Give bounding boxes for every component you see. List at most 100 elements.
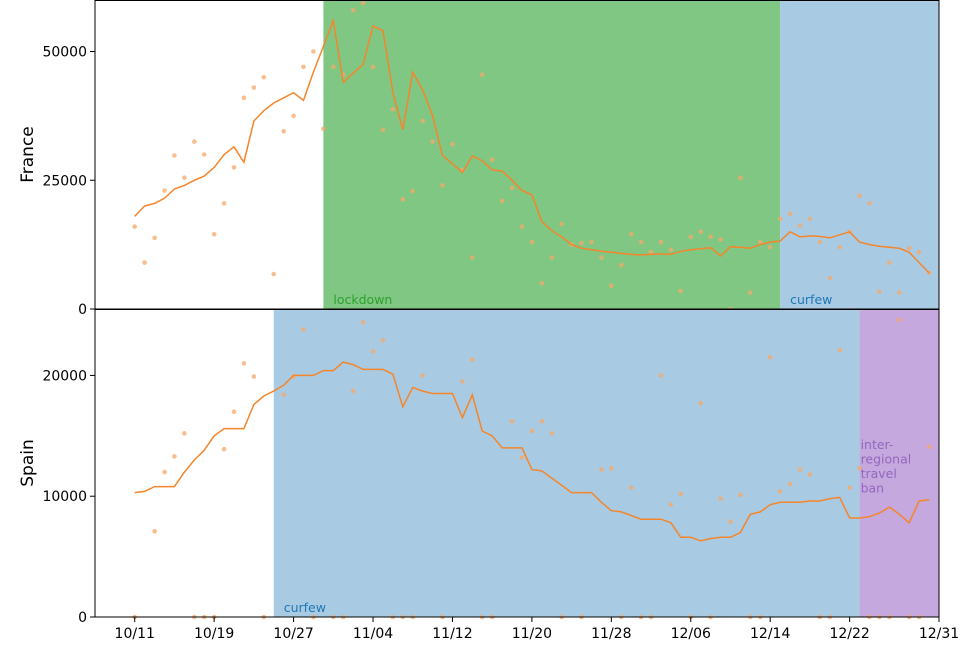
spain-ytick-label: 10000 [42, 489, 87, 505]
spain-point [658, 373, 664, 378]
spain-point [221, 446, 227, 452]
spain-point [251, 374, 257, 379]
spain-region-label-0: curfew [284, 600, 326, 615]
france-y-axis-label: France [18, 126, 38, 183]
spain-axes-frame [94, 309, 940, 618]
spain-point [529, 428, 535, 434]
france-point [678, 288, 684, 294]
xtick-label: 12/31 [919, 626, 959, 642]
france-point [877, 289, 882, 294]
xtick-label: 10/27 [273, 626, 313, 642]
france-point [549, 255, 555, 260]
france-point [321, 126, 326, 132]
france-point [350, 8, 356, 13]
france-point [817, 239, 823, 245]
spain-point [539, 419, 545, 424]
france-point [579, 240, 584, 246]
spain-point [241, 361, 247, 366]
france-point [291, 113, 296, 119]
france-point [450, 141, 455, 147]
spain-point [172, 454, 177, 459]
france-point [360, 0, 366, 6]
xtick-label: 12/22 [829, 626, 869, 642]
france-region-label-0: lockdown [333, 292, 392, 307]
france-point [261, 75, 267, 80]
france-point [470, 255, 475, 260]
france-point [807, 216, 813, 222]
france-point [619, 262, 624, 268]
france-region-1 [780, 0, 939, 309]
france-point [479, 72, 485, 77]
france-point [906, 245, 912, 251]
france-point [897, 290, 902, 295]
france-point [380, 127, 386, 133]
spain-y-axis-label: Spain [18, 439, 38, 487]
france-point [301, 64, 306, 70]
france-ytick-label: 0 [78, 302, 87, 318]
france-point [331, 64, 336, 70]
france-point [271, 271, 277, 277]
france-point [638, 239, 644, 245]
france-point [420, 118, 426, 124]
france-point [182, 175, 187, 180]
spain-point [281, 392, 287, 398]
spain-point [350, 388, 356, 394]
france-point [192, 139, 197, 144]
france-point [668, 247, 674, 253]
france-ytick-label: 50000 [42, 45, 87, 61]
france-point [718, 237, 723, 242]
france-point [777, 216, 783, 222]
france-point [519, 224, 525, 229]
spain-trend-line [134, 361, 930, 542]
france-point [201, 152, 207, 157]
xtick-label: 10/11 [115, 626, 155, 642]
spain-point [797, 467, 803, 472]
france-point [539, 281, 545, 286]
spain-point [182, 431, 187, 436]
france-point [767, 244, 773, 250]
xtick-label: 11/20 [512, 626, 552, 642]
france-point [231, 165, 237, 170]
france-region-0 [323, 0, 781, 309]
xtick-label: 12/14 [750, 626, 790, 642]
spain-point [470, 357, 475, 363]
spain-point [162, 469, 167, 475]
france-ytick-label: 25000 [42, 173, 87, 189]
france-point [370, 64, 376, 70]
france-point [400, 197, 406, 202]
spain-point [847, 485, 852, 491]
france-point [708, 234, 713, 240]
france-point [867, 201, 872, 206]
france-point [787, 211, 793, 216]
france-point [609, 283, 614, 289]
france-point [162, 188, 167, 193]
spain-point [777, 489, 783, 494]
france-point [916, 250, 922, 255]
spain-point [609, 466, 614, 471]
france-point [698, 229, 703, 235]
france-point [410, 188, 416, 194]
spain-point [509, 419, 515, 424]
france-point [688, 234, 694, 240]
spain-point [549, 431, 555, 436]
spain-point [460, 379, 465, 384]
spain-point [301, 327, 306, 332]
france-point [281, 129, 287, 134]
france-point [887, 260, 892, 265]
france-point [142, 260, 147, 265]
france-point [589, 239, 594, 245]
xtick-label: 11/04 [353, 626, 393, 642]
spain-point [628, 485, 634, 491]
france-point [827, 275, 833, 281]
france-point [658, 239, 664, 245]
france-point [132, 224, 137, 229]
spain-point [599, 467, 604, 472]
france-point [251, 85, 257, 90]
spain-point [728, 519, 733, 524]
france-point [758, 239, 763, 245]
spain-region-label-1: inter-regional travel ban [861, 437, 912, 496]
france-point [509, 185, 515, 191]
spain-point [767, 355, 773, 360]
spain-point [857, 466, 862, 471]
